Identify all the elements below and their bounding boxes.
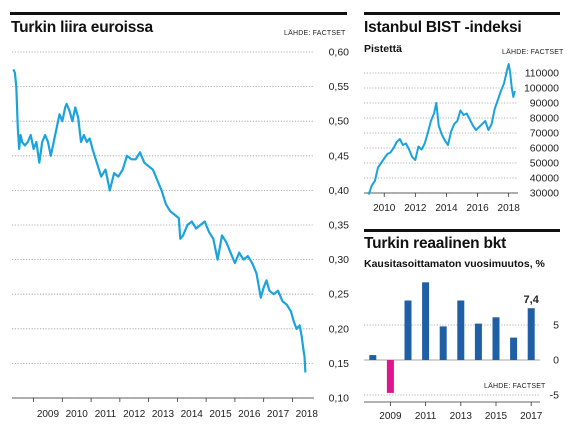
x-tick-label: 2017 [520,411,543,422]
y-tick-label: 0 [553,355,559,367]
bar-2013 [457,300,465,360]
data-label: 7,4 [524,294,540,306]
bar-2014 [474,323,482,360]
y-tick-label: 90000 [530,98,559,110]
x-tick-label: 2009 [37,409,60,420]
chart-subtitle-gdp: Kausitasoittamaton vuosimuutos, % [364,258,545,270]
y-tick-label: 0,25 [329,289,350,301]
y-tick-label: 80000 [530,113,559,125]
x-tick-label: 2018 [296,409,319,420]
bar-2016 [510,337,518,360]
y-tick-label: 110000 [525,68,559,80]
chart-subtitle-bist: Pistettä [364,43,402,55]
source-label-bist: LÄHDE: FACTSET [502,49,564,56]
x-tick-label: 2011 [415,411,437,422]
bar-2009 [386,360,394,393]
bar-2010 [404,300,412,360]
y-tick-label: 0,20 [329,323,350,335]
chart-title-bist: Istanbul BIST -indeksi [364,19,522,36]
y-tick-label: 100000 [524,83,559,95]
x-tick-label: 2012 [123,409,146,420]
y-tick-label: 40000 [530,173,559,185]
source-label-lira: LÄHDE: FACTSET [284,30,346,37]
x-tick-label: 2013 [152,409,175,420]
y-tick-label: 0,45 [329,150,350,162]
y-tick-label: 0,55 [329,81,350,93]
series-line-lira [12,68,307,373]
y-tick-label: 0,50 [329,116,350,128]
series-line-bist [367,63,516,195]
x-tick-label: 2016 [466,203,489,214]
y-tick-label: 0,15 [329,358,350,370]
x-tick-label: 2018 [498,203,521,214]
x-tick-label: 2017 [267,409,290,420]
y-tick-label: 5 [553,320,559,332]
x-tick-label: 2011 [95,409,117,420]
chart-title-gdp: Turkin reaalinen bkt [364,235,507,252]
x-tick-label: 2014 [435,203,458,214]
y-tick-label: 0,10 [329,393,350,405]
x-tick-label: 2013 [450,411,473,422]
bar-2015 [492,317,500,360]
y-tick-label: 50000 [530,158,559,170]
y-tick-label: -5 [550,390,559,402]
x-tick-label: 2015 [485,411,508,422]
y-tick-label: 70000 [530,128,559,140]
bar-2017 [527,308,535,360]
y-tick-label: 60000 [530,143,559,155]
x-tick-label: 2014 [181,409,204,420]
x-tick-label: 2012 [404,203,427,214]
x-tick-label: 2010 [66,409,89,420]
bar-2011 [422,282,430,360]
y-tick-label: 0,40 [329,185,350,197]
source-label-gdp: LÄHDE: FACTSET [484,383,546,390]
top-rule-gdp [364,229,560,232]
top-rule-lira [10,12,347,15]
x-tick-label: 2010 [373,203,396,214]
x-tick-label: 2015 [209,409,232,420]
y-tick-label: 30000 [530,188,559,200]
chart-title-lira: Turkin liira euroissa [11,19,153,36]
y-tick-label: 0,60 [329,47,350,59]
x-tick-label: 2009 [379,411,402,422]
y-tick-label: 0,35 [329,220,350,232]
bar-2008 [369,355,377,360]
bar-2012 [439,326,447,360]
top-rule-bist [364,12,560,15]
x-tick-label: 2016 [238,409,261,420]
y-tick-label: 0,30 [329,254,350,266]
